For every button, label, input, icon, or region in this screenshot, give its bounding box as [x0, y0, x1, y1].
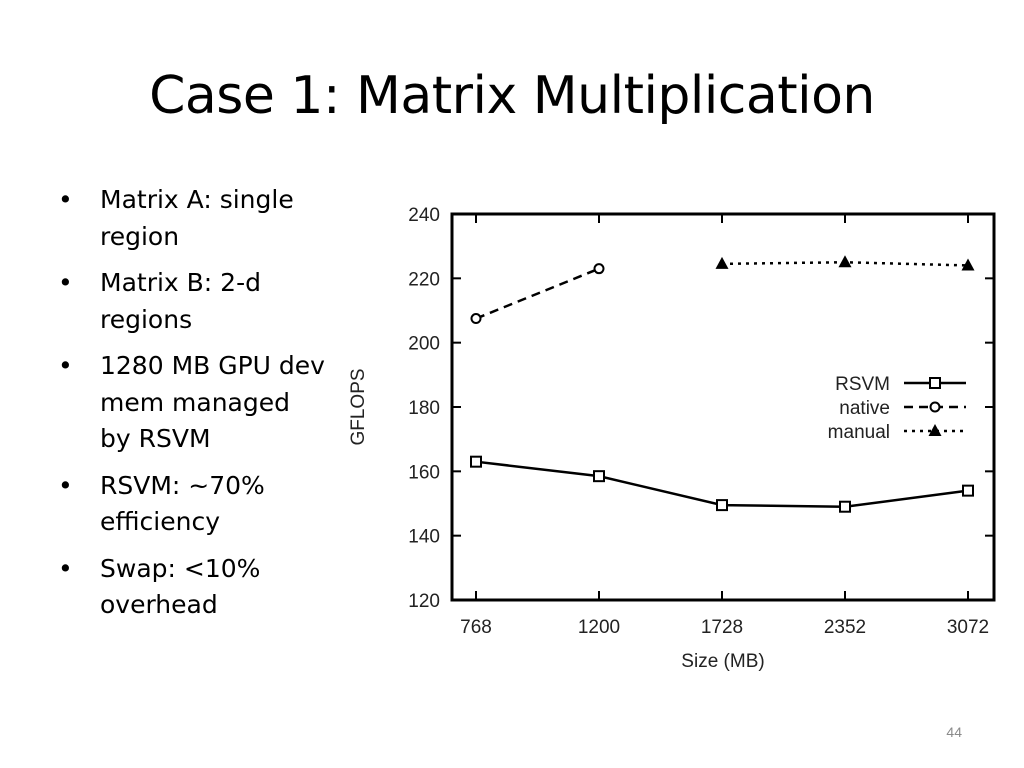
- legend-label: native: [839, 398, 890, 419]
- page-number: 44: [946, 724, 962, 740]
- y-tick-label: 120: [408, 591, 440, 612]
- bullet-text: RSVM: ~70% efficiency: [100, 470, 265, 537]
- y-tick-label: 220: [408, 269, 440, 290]
- bullet-glyph: •: [58, 351, 73, 380]
- data-point-triangle: [961, 258, 975, 271]
- y-axis: 120 140 160 180 200 220 240: [408, 205, 994, 612]
- data-point-square: [929, 377, 941, 389]
- data-point-triangle: [715, 256, 729, 269]
- bullet-item: • RSVM: ~70% efficiency: [58, 468, 328, 541]
- bullet-item: • Matrix B: 2-d regions: [58, 265, 328, 338]
- x-tick-label: 3072: [947, 617, 989, 638]
- data-point-square: [716, 499, 728, 512]
- y-tick-label: 160: [408, 462, 440, 483]
- x-axis-label: Size (MB): [681, 651, 764, 672]
- data-point-square: [839, 500, 851, 513]
- data-point-triangle: [928, 424, 942, 436]
- data-point-square: [593, 470, 605, 483]
- series-native: [470, 263, 605, 325]
- y-tick-label: 180: [408, 398, 440, 419]
- x-tick-label: 2352: [824, 617, 866, 638]
- x-tick-label: 1728: [701, 617, 743, 638]
- legend-label: manual: [828, 422, 890, 443]
- legend-label: RSVM: [835, 374, 890, 395]
- x-tick-label: 768: [460, 617, 492, 638]
- data-point-circle: [470, 313, 482, 325]
- bullet-list: • Matrix A: single region • Matrix B: 2-d …: [58, 182, 328, 634]
- bullet-item: • Swap: <10% overhead: [58, 551, 328, 624]
- y-axis-label: GFLOPS: [348, 368, 369, 445]
- bullet-text: Swap: <10% overhead: [100, 553, 261, 620]
- series-group: [470, 255, 975, 513]
- slide-title: Case 1: Matrix Multiplication: [149, 66, 875, 126]
- x-axis: 768 1200 1728 2352 3072: [460, 214, 989, 638]
- series-line: [721, 260, 969, 267]
- x-tick-label: 1200: [578, 617, 620, 638]
- y-tick-label: 240: [408, 205, 440, 226]
- bullet-glyph: •: [58, 470, 73, 500]
- chart-svg: 120 140 160 180 200 220 240 768 1200 1728 2352 307…: [348, 205, 996, 672]
- y-tick-label: 200: [408, 334, 440, 355]
- bullet-text: 1280 MB GPU dev mem managed by RSVM: [100, 351, 325, 453]
- bullet-glyph: •: [58, 268, 73, 297]
- gflops-chart: 120 140 160 180 200 220 240 768 1200 1728 2352 307…: [330, 190, 1010, 680]
- data-point-triangle: [838, 255, 852, 268]
- data-point-square: [470, 455, 482, 468]
- data-point-square: [962, 484, 974, 497]
- legend: RSVM native manual: [828, 374, 966, 443]
- bullet-item: • 1280 MB GPU dev mem managed by RSVM: [58, 348, 328, 458]
- series-manual: [715, 255, 975, 271]
- bullet-glyph: •: [58, 553, 73, 583]
- bullet-text: Matrix A: single region: [100, 185, 294, 251]
- series-rsvm: [470, 455, 974, 513]
- data-point-circle: [593, 263, 605, 275]
- series-line: [475, 267, 600, 320]
- data-point-circle: [929, 401, 941, 413]
- y-tick-label: 140: [408, 527, 440, 548]
- bullet-item: • Matrix A: single region: [58, 182, 328, 255]
- bullet-glyph: •: [58, 185, 73, 214]
- bullet-text: Matrix B: 2-d regions: [100, 268, 261, 334]
